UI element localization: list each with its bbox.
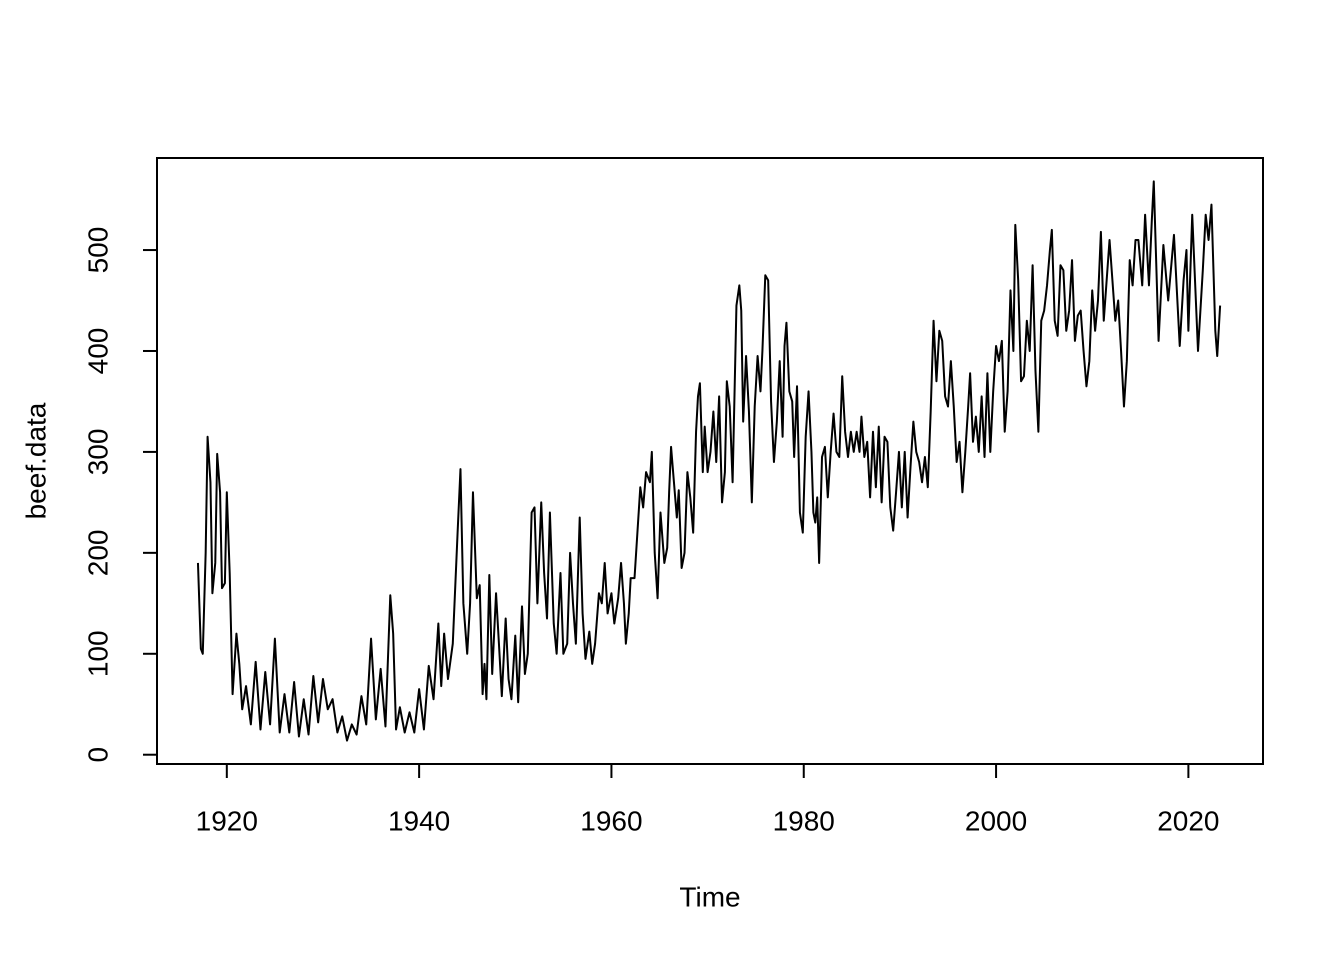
x-tick-label: 1960: [580, 805, 642, 836]
x-tick-label: 1940: [388, 805, 450, 836]
y-tick-label: 400: [82, 328, 113, 375]
x-tick-label: 2000: [965, 805, 1027, 836]
y-tick-label: 500: [82, 227, 113, 274]
y-tick-label: 300: [82, 429, 113, 476]
x-tick-label: 2020: [1157, 805, 1219, 836]
x-tick-label: 1920: [196, 805, 258, 836]
y-tick-label: 200: [82, 529, 113, 576]
y-tick-label: 100: [82, 630, 113, 677]
x-tick-label: 1980: [773, 805, 835, 836]
x-axis-label: Time: [679, 881, 740, 912]
y-tick-label: 0: [82, 747, 113, 763]
y-axis-label: beef.data: [20, 402, 51, 519]
data-line: [196, 180, 1222, 742]
